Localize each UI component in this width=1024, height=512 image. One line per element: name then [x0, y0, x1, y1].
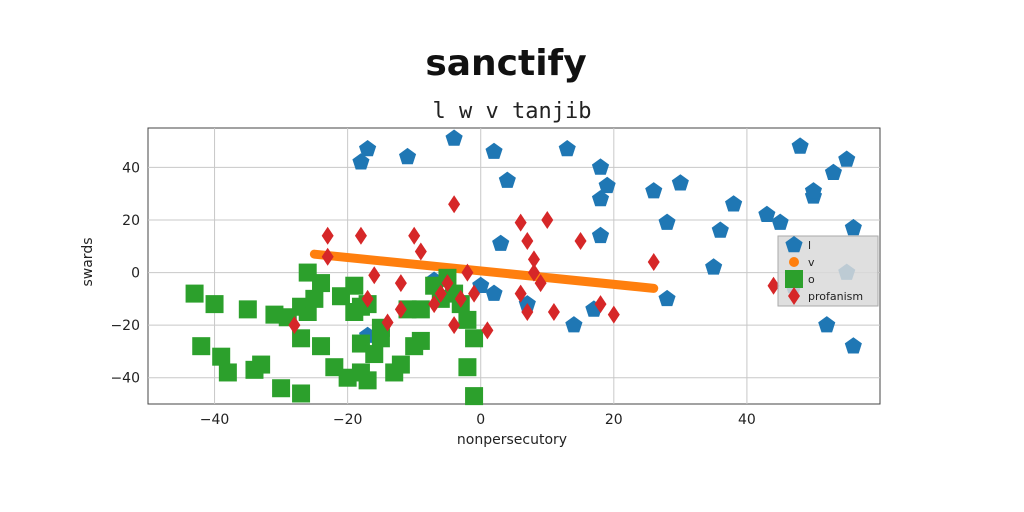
- x-tick-label: 40: [738, 412, 756, 428]
- data-point: [299, 264, 317, 282]
- data-point: [192, 337, 210, 355]
- legend-label: profanism: [808, 290, 863, 303]
- data-point: [792, 137, 809, 153]
- y-axis-label: swards: [80, 237, 96, 286]
- legend-marker: [789, 257, 799, 267]
- data-point: [239, 300, 257, 318]
- data-point: [392, 356, 410, 374]
- data-point: [186, 285, 204, 303]
- data-point: [705, 258, 722, 274]
- y-tick-label: −20: [110, 318, 140, 334]
- data-point: [845, 337, 862, 353]
- data-point: [825, 164, 842, 180]
- data-point: [458, 311, 476, 329]
- data-point: [448, 316, 460, 334]
- data-point: [772, 214, 789, 230]
- data-point: [515, 214, 527, 232]
- data-point: [448, 195, 460, 213]
- data-point: [312, 337, 330, 355]
- data-point: [838, 151, 855, 167]
- data-point: [541, 211, 553, 229]
- data-point: [559, 140, 576, 156]
- legend-label: v: [808, 256, 815, 269]
- data-point: [672, 174, 689, 190]
- data-point: [659, 290, 676, 306]
- data-point: [365, 345, 383, 363]
- data-point: [446, 130, 463, 146]
- data-point: [492, 235, 509, 251]
- data-point: [212, 348, 230, 366]
- data-point: [458, 358, 476, 376]
- data-point: [499, 172, 516, 188]
- data-point: [292, 384, 310, 402]
- data-point: [648, 253, 660, 271]
- legend: lvo profanism: [778, 236, 878, 306]
- data-point: [465, 329, 483, 347]
- y-tick-label: −40: [110, 371, 140, 387]
- data-point: [592, 158, 609, 174]
- data-point: [322, 227, 334, 245]
- data-point: [521, 232, 533, 250]
- x-tick-label: 20: [605, 412, 623, 428]
- y-tick-label: 20: [122, 213, 140, 229]
- data-point: [818, 316, 835, 332]
- data-point: [548, 303, 560, 321]
- data-point: [355, 227, 367, 245]
- data-point: [368, 266, 380, 284]
- data-point: [608, 306, 620, 324]
- x-tick-label: −20: [333, 412, 363, 428]
- y-tick-label: 40: [122, 160, 140, 176]
- data-point: [359, 140, 376, 156]
- data-point: [575, 232, 587, 250]
- data-point: [272, 379, 290, 397]
- chart-title: sanctify: [425, 43, 586, 84]
- data-point: [659, 214, 676, 230]
- x-tick-label: 0: [476, 412, 485, 428]
- data-point: [712, 222, 729, 238]
- series-3: [186, 264, 483, 406]
- data-point: [412, 332, 430, 350]
- data-point: [408, 227, 420, 245]
- data-point: [332, 287, 350, 305]
- data-point: [219, 363, 237, 381]
- x-axis-label: nonpersecutory: [457, 432, 567, 448]
- data-point: [322, 248, 334, 266]
- series-layer: [186, 130, 862, 406]
- data-point: [565, 316, 582, 332]
- data-point: [412, 300, 430, 318]
- data-point: [486, 143, 503, 159]
- legend-label: o: [808, 273, 815, 286]
- data-point: [845, 219, 862, 235]
- x-tick-label: −40: [200, 412, 230, 428]
- legend-marker: [785, 270, 803, 288]
- chart-subtitle: l w v tanjib: [433, 99, 592, 124]
- data-point: [305, 290, 323, 308]
- data-point: [359, 371, 377, 389]
- data-point: [645, 182, 662, 198]
- data-point: [252, 356, 270, 374]
- y-tick-label: 0: [131, 266, 140, 282]
- plot-area: −40 −20 0 20 40 −40 −20 0 20 40: [110, 128, 880, 428]
- data-point: [481, 321, 493, 339]
- data-point: [395, 274, 407, 292]
- data-point: [415, 243, 427, 261]
- data-point: [486, 285, 503, 301]
- data-point: [592, 227, 609, 243]
- data-point: [399, 148, 416, 164]
- data-point: [725, 195, 742, 211]
- data-point: [805, 182, 822, 198]
- data-point: [206, 295, 224, 313]
- legend-label: l: [808, 239, 811, 252]
- data-point: [465, 387, 483, 405]
